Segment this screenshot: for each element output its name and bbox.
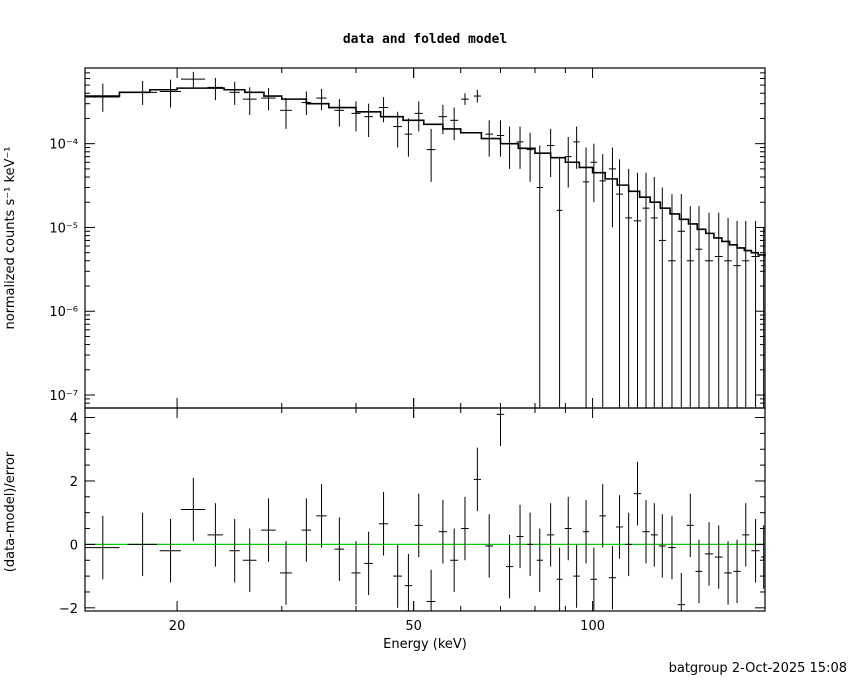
spectrum-y-axis-label: normalized counts s⁻¹ keV⁻¹ (3, 147, 18, 330)
y-tick-label: 2 (70, 475, 78, 490)
residuals-panel: −2 0 2 4 20 50 100 (data-model)/error Energy … (3, 407, 766, 652)
footer-stamp: batgroup 2-Oct-2025 15:08 (669, 661, 847, 676)
y-tick-label: 10⁻⁵ (49, 221, 78, 236)
spectrum-frame (84, 67, 766, 409)
spectrum-y-tick-labels: 10⁻⁷ 10⁻⁶ 10⁻⁵ 10⁻⁴ (49, 138, 78, 404)
spectrum-ticks (85, 67, 765, 409)
x-tick-label: 20 (169, 619, 186, 634)
residuals-y-axis-label: (data-model)/error (3, 451, 18, 572)
model-step-line (85, 87, 766, 257)
x-tick-label: 50 (405, 619, 422, 634)
model-curve (85, 87, 766, 257)
data-points (85, 71, 765, 408)
chart-title: data and folded model (343, 32, 507, 47)
x-tick-label: 100 (580, 619, 605, 634)
y-tick-label: 10⁻⁶ (49, 305, 78, 320)
y-tick-label: −2 (59, 602, 78, 617)
x-tick-labels: 20 50 100 (169, 619, 605, 634)
residuals-frame (84, 407, 766, 612)
y-tick-label: 10⁻⁷ (49, 389, 78, 404)
residual-points (85, 408, 765, 611)
y-tick-label: 4 (70, 412, 78, 427)
residuals-ticks (85, 408, 765, 611)
y-tick-label: 0 (70, 538, 78, 553)
spectrum-panel: 10⁻⁷ 10⁻⁶ 10⁻⁵ 10⁻⁴ normalized counts s⁻¹ k… (3, 67, 766, 409)
residuals-y-tick-labels: −2 0 2 4 (59, 412, 78, 617)
x-axis-label: Energy (keV) (383, 637, 467, 652)
y-tick-label: 10⁻⁴ (49, 138, 78, 153)
